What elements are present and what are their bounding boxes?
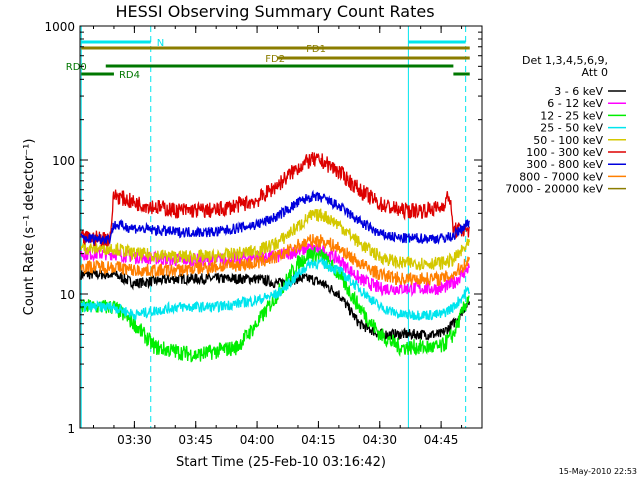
x-axis-label: Start Time (25-Feb-10 03:16:42) bbox=[176, 455, 386, 470]
flag-label-fd2: FD2 bbox=[265, 54, 285, 65]
chart-title: HESSI Observing Summary Count Rates bbox=[115, 2, 434, 21]
x-tick-label: 03:30 bbox=[117, 433, 152, 447]
legend-label: 100 - 300 keV bbox=[526, 146, 603, 159]
legend-label: 300 - 800 keV bbox=[526, 158, 603, 171]
footer-timestamp: 15-May-2010 22:53 bbox=[559, 467, 637, 476]
flag-label-n: N bbox=[157, 38, 164, 49]
x-tick-label: 04:15 bbox=[301, 433, 336, 447]
x-tick-label: 04:45 bbox=[424, 433, 459, 447]
plot-area-frame bbox=[79, 25, 483, 429]
legend-label: 3 - 6 keV bbox=[554, 85, 603, 98]
legend-label: 50 - 100 keV bbox=[533, 134, 603, 147]
series-line-0 bbox=[80, 269, 471, 341]
legend-header: Det 1,3,4,5,6,9, bbox=[522, 54, 608, 67]
y-tick-label: 1000 bbox=[44, 20, 75, 34]
series-line-7 bbox=[80, 233, 471, 287]
series-line-6 bbox=[80, 189, 470, 246]
y-axis-label: Count Rate (s⁻¹ detector⁻¹) bbox=[22, 139, 37, 316]
x-tick-label: 04:30 bbox=[362, 433, 397, 447]
y-tick-label: 10 bbox=[60, 288, 75, 302]
flag-label-fd1: FD1 bbox=[306, 44, 326, 55]
x-tick-label: 04:00 bbox=[240, 433, 275, 447]
series-line-4 bbox=[80, 208, 471, 271]
y-tick-label: 1 bbox=[67, 422, 75, 436]
flag-label-rd0: RD0 bbox=[66, 62, 87, 73]
series-line-3 bbox=[80, 257, 471, 322]
legend-label: 12 - 25 keV bbox=[540, 109, 603, 122]
y-tick-label: 100 bbox=[52, 154, 75, 168]
legend-label: 800 - 7000 keV bbox=[519, 170, 603, 183]
legend-header: Att 0 bbox=[582, 66, 608, 79]
legend-label: 25 - 50 keV bbox=[540, 122, 603, 135]
legend-label: 7000 - 20000 keV bbox=[505, 183, 603, 196]
x-tick-label: 03:45 bbox=[178, 433, 213, 447]
series-line-5 bbox=[80, 152, 471, 247]
flag-label-rd4: RD4 bbox=[119, 70, 140, 81]
legend-label: 6 - 12 keV bbox=[547, 97, 603, 110]
